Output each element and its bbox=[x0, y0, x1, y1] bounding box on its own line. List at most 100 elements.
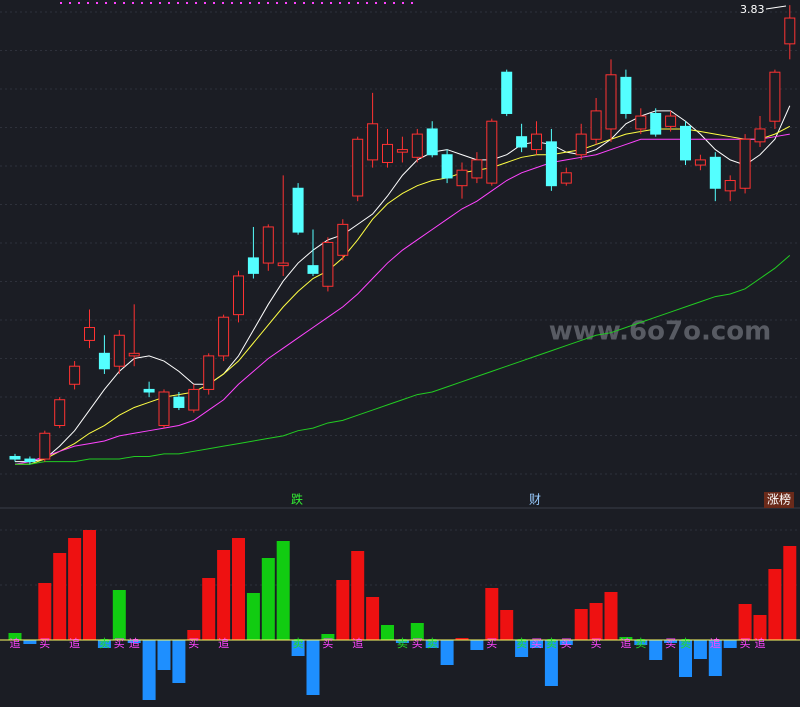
signal-label: 卖 bbox=[397, 637, 408, 650]
signal-label: 卖 bbox=[427, 637, 438, 650]
candle-body bbox=[69, 365, 81, 385]
candle-body bbox=[9, 455, 21, 460]
dot bbox=[267, 2, 269, 4]
histogram-bar bbox=[261, 558, 275, 640]
histogram-bar bbox=[515, 640, 529, 657]
dot bbox=[411, 2, 413, 4]
candle-body bbox=[665, 115, 677, 127]
signal-label: 追 bbox=[69, 636, 80, 650]
dot bbox=[375, 2, 377, 4]
signal-label: 追 bbox=[218, 636, 229, 650]
candle-body bbox=[292, 187, 304, 233]
signal-label: 买 bbox=[322, 637, 333, 650]
candle-body bbox=[262, 226, 274, 264]
candle-body bbox=[516, 136, 528, 148]
dot bbox=[159, 2, 161, 4]
histogram-bar bbox=[485, 588, 499, 640]
candle-body bbox=[188, 388, 200, 411]
histogram-bar bbox=[217, 550, 231, 640]
candle-body bbox=[322, 241, 334, 287]
histogram-bar bbox=[246, 593, 260, 640]
dot bbox=[249, 2, 251, 4]
histogram-bar bbox=[410, 623, 424, 640]
histogram-bar bbox=[53, 553, 67, 640]
candle-body bbox=[84, 327, 95, 341]
histogram-bar bbox=[753, 615, 767, 640]
dot bbox=[141, 2, 143, 4]
histogram-bar bbox=[634, 640, 648, 645]
histogram-bar bbox=[232, 538, 245, 640]
dot bbox=[213, 2, 215, 4]
candle-body bbox=[218, 316, 230, 357]
histogram-bar bbox=[321, 634, 335, 640]
dot bbox=[258, 2, 260, 4]
signal-label: 卖 bbox=[680, 637, 691, 650]
histogram-bar bbox=[708, 640, 722, 676]
dot bbox=[78, 2, 80, 4]
candle-body bbox=[724, 180, 736, 192]
histogram-bar bbox=[559, 640, 573, 645]
dot bbox=[132, 2, 134, 4]
signal-label: 买 bbox=[740, 637, 751, 650]
dot bbox=[222, 2, 224, 4]
dot bbox=[312, 2, 314, 4]
candle-body bbox=[754, 128, 766, 143]
signal-label: 买 bbox=[591, 637, 602, 650]
dot bbox=[231, 2, 233, 4]
candle-body bbox=[471, 159, 483, 179]
candle-body bbox=[605, 74, 617, 130]
candle-body bbox=[650, 112, 662, 135]
candle-body bbox=[352, 138, 364, 197]
candle-body bbox=[590, 110, 602, 140]
histogram-bar bbox=[783, 546, 797, 640]
candle-body bbox=[680, 125, 691, 161]
candle-body bbox=[769, 71, 781, 122]
histogram-bar bbox=[619, 637, 633, 640]
ma-line bbox=[15, 254, 791, 465]
candle-body bbox=[531, 133, 542, 151]
dot bbox=[321, 2, 323, 4]
candle-body bbox=[307, 265, 319, 274]
histogram-bar bbox=[202, 578, 216, 640]
candle-body bbox=[367, 123, 379, 161]
signal-label: 买 bbox=[561, 637, 572, 650]
candle-body bbox=[382, 143, 393, 163]
histogram-bar bbox=[83, 530, 96, 640]
signal-label: 买 bbox=[114, 637, 125, 650]
histogram-bar bbox=[395, 640, 409, 643]
histogram-bar bbox=[351, 551, 365, 640]
signal-label: 卖 bbox=[516, 637, 527, 650]
candle-body bbox=[784, 17, 796, 45]
dot bbox=[393, 2, 395, 4]
signal-label: 追 bbox=[710, 636, 721, 650]
dot bbox=[150, 2, 152, 4]
dot bbox=[114, 2, 116, 4]
histogram-bar bbox=[187, 630, 201, 640]
ma-line bbox=[14, 133, 790, 465]
histogram-bar bbox=[664, 640, 678, 643]
candle-body bbox=[426, 128, 438, 156]
candle-body bbox=[24, 458, 36, 463]
signal-label: 追 bbox=[620, 636, 631, 650]
candle-body bbox=[620, 76, 632, 114]
candle-body bbox=[143, 388, 155, 393]
dot bbox=[357, 2, 359, 4]
histogram-bar bbox=[604, 592, 618, 640]
histogram-bar bbox=[172, 640, 186, 683]
histogram-bar bbox=[97, 640, 111, 648]
dot bbox=[105, 2, 107, 4]
grid bbox=[0, 2, 800, 586]
histogram-bar bbox=[768, 569, 782, 640]
candle-body bbox=[173, 396, 185, 408]
histogram-bar bbox=[693, 640, 707, 659]
dot bbox=[96, 2, 98, 4]
dot bbox=[294, 2, 296, 4]
histogram-bar bbox=[589, 603, 603, 640]
signal-label: 买 bbox=[39, 637, 50, 650]
signal-label: 追 bbox=[129, 636, 140, 650]
dot bbox=[339, 2, 341, 4]
histogram-bar bbox=[157, 640, 171, 670]
histogram-bar bbox=[649, 640, 663, 660]
dot bbox=[276, 2, 278, 4]
max-label: 3.83 bbox=[740, 3, 765, 16]
